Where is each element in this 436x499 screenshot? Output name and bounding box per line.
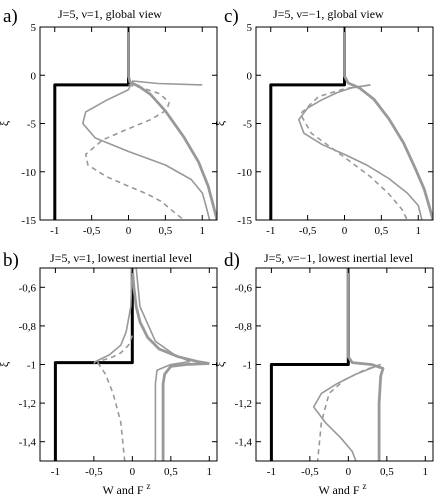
y-tick-label: 0 <box>31 70 37 82</box>
panel-title: J=5, ν=−1, global view <box>273 7 384 21</box>
y-tick-label: 5 <box>247 22 253 34</box>
panel-title: J=5, ν=−1, lowest inertial level <box>264 251 414 265</box>
y-tick-label: -1 <box>243 360 252 372</box>
series-line-thick-gray <box>346 268 385 461</box>
x-axis-label-sup: z <box>363 481 367 491</box>
x-tick-label: 1 <box>200 225 206 237</box>
y-tick-label: -15 <box>21 215 36 227</box>
x-tick-label: 0,5 <box>159 225 173 237</box>
panel-letter: d) <box>224 250 240 271</box>
y-tick-label: -0,6 <box>235 282 253 294</box>
x-tick-label: -1 <box>267 466 276 478</box>
panel-letter: b) <box>3 250 19 271</box>
series-line-thick-black <box>53 27 130 220</box>
x-tick-label: -0,5 <box>83 225 101 237</box>
series-line-thick-black <box>269 27 346 220</box>
y-tick-label: -15 <box>237 215 252 227</box>
panel-d: -1 -0,5 0 0,5 1 -0,6 -0,8 -1 -1,2 -1,4 d) J=5, ν=−1… <box>213 250 434 497</box>
panel-c: -1 -0,5 0 0,5 1 5 0 -5 -10 -15 c) J=5, ν=−1, global… <box>213 6 434 237</box>
x-tick-label: -0,5 <box>301 466 319 478</box>
x-tick-label: 0,5 <box>164 466 178 478</box>
x-tick-label: 0,5 <box>375 225 389 237</box>
panel-title: J=5, ν=1, global view <box>58 7 162 21</box>
series-line-thick-black <box>269 268 350 461</box>
y-tick-label: -0,8 <box>235 321 253 333</box>
series-line-thin-gray <box>154 360 191 461</box>
series-group <box>53 27 217 220</box>
series-group <box>269 268 385 461</box>
series-line-thin-gray <box>82 80 211 220</box>
series-group <box>53 268 210 461</box>
series-line-thin-gray <box>312 363 381 461</box>
panel-b: -1 -0,5 0 0,5 1 -0,6 -0,8 -1 -1,2 -1,4 b) J=5, ν=1,… <box>0 250 218 497</box>
x-tick-label: 0,5 <box>380 466 394 478</box>
y-axis-label: ξ <box>0 361 11 367</box>
x-tick-label: 0 <box>342 225 348 237</box>
panel-letter: c) <box>224 6 239 27</box>
y-axis-label: ξ <box>213 120 227 126</box>
y-tick-label: -1,2 <box>19 398 36 410</box>
y-tick-label: -5 <box>243 119 253 131</box>
y-tick-label: -10 <box>21 167 36 179</box>
x-axis-label: W and F z <box>318 481 366 497</box>
y-tick-label: 0 <box>247 70 253 82</box>
x-axis-label-sup: z <box>147 481 151 491</box>
series-line-thin-gray <box>135 268 191 363</box>
series-group <box>269 27 433 220</box>
y-tick-label: -1,4 <box>19 437 37 449</box>
x-tick-label: 0 <box>126 225 132 237</box>
x-tick-label: 1 <box>207 466 213 478</box>
x-tick-label: -1 <box>51 466 60 478</box>
series-line-thick-gray <box>130 268 210 365</box>
series-line-thin-gray <box>298 84 423 220</box>
y-axis-label: ξ <box>213 361 227 367</box>
series-line-thin-gray <box>93 268 134 364</box>
y-tick-label: -5 <box>27 119 37 131</box>
y-tick-label: -0,8 <box>19 321 37 333</box>
x-tick-label: -1 <box>50 225 59 237</box>
x-tick-label: -1 <box>266 225 275 237</box>
y-tick-label: -0,6 <box>19 282 37 294</box>
series-line-thick-black <box>53 268 134 461</box>
series-line-thick-gray <box>161 362 210 461</box>
panel-letter: a) <box>3 6 18 27</box>
series-line-dashed-gray <box>316 363 381 461</box>
series-line-thick-gray <box>343 27 433 220</box>
y-axis-label: ξ <box>0 120 11 126</box>
x-tick-label: -0,5 <box>85 466 103 478</box>
x-tick-label: 1 <box>416 225 422 237</box>
series-line-dashed-gray <box>299 84 408 220</box>
x-tick-label: 1 <box>423 466 429 478</box>
series-line-dashed-gray <box>84 84 185 220</box>
series-line-dashed-gray <box>97 362 126 461</box>
panel-a: -1 -0,5 0 0,5 1 5 0 -5 -10 -15 a) J=5, ν=1, global … <box>0 6 218 237</box>
y-tick-label: -10 <box>237 167 252 179</box>
y-tick-label: -1,2 <box>235 398 252 410</box>
panel-title: J=5, ν=1, lowest inertial level <box>50 251 193 265</box>
y-tick-label: -1 <box>27 360 36 372</box>
x-tick-label: 0 <box>130 466 136 478</box>
x-tick-label: -0,5 <box>299 225 317 237</box>
y-tick-label: 5 <box>31 22 37 34</box>
x-axis-label: W and F z <box>102 481 150 497</box>
x-tick-label: 0 <box>346 466 352 478</box>
y-tick-label: -1,4 <box>235 437 253 449</box>
